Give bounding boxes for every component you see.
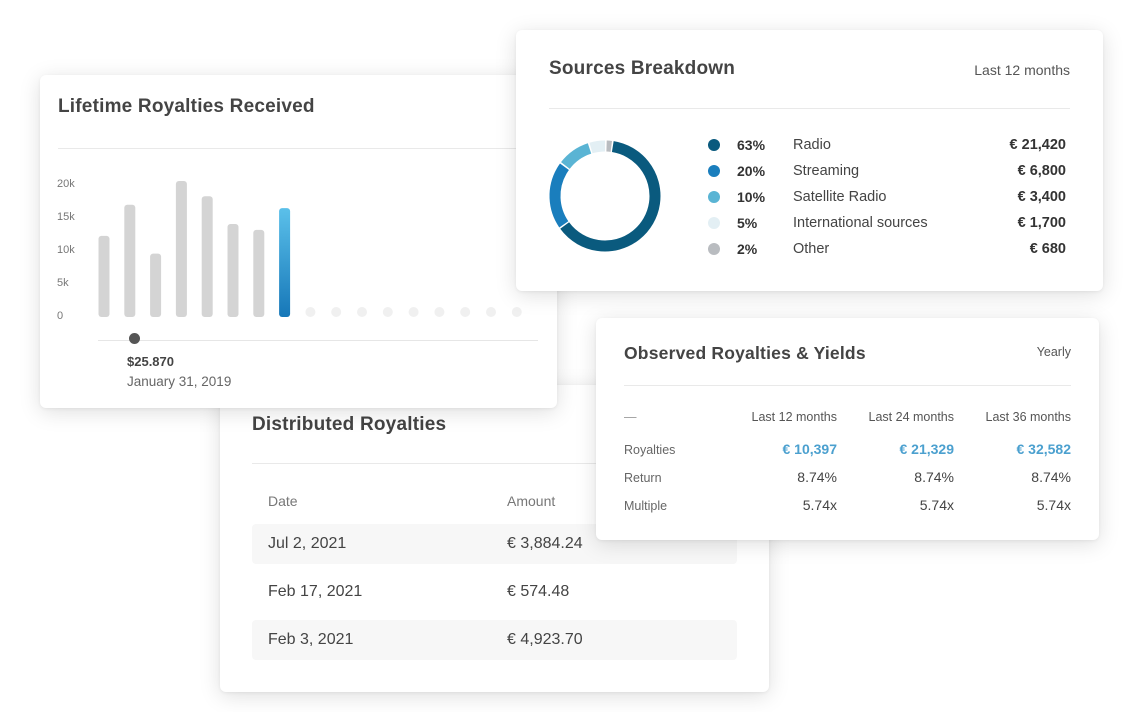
bar[interactable] <box>175 181 187 317</box>
return-value: 8.74% <box>1031 469 1071 485</box>
bar[interactable] <box>150 253 162 317</box>
legend-percent: 2% <box>737 241 758 257</box>
legend-value: € 1,700 <box>1017 215 1066 231</box>
y-tick-label: 10k <box>57 244 75 256</box>
divider <box>252 463 737 464</box>
timeline-marker[interactable] <box>129 333 140 344</box>
bar-placeholder[interactable] <box>511 307 522 317</box>
donut-segment[interactable] <box>547 138 663 254</box>
bar-placeholder[interactable] <box>486 307 496 317</box>
return-value: 8.74% <box>914 469 954 485</box>
table-row[interactable]: Feb 3, 2021 € 4,923.70 <box>252 620 737 660</box>
legend-dot <box>708 217 720 229</box>
bar-placeholder[interactable] <box>408 307 419 317</box>
bar-placeholder[interactable] <box>357 307 367 317</box>
donut-segment[interactable] <box>547 138 663 254</box>
observed-royalties-card: Observed Royalties & Yields Yearly — Las… <box>596 318 1099 540</box>
legend-value: € 680 <box>1029 241 1066 257</box>
bar-placeholder[interactable] <box>382 307 393 317</box>
legend-percent: 10% <box>737 189 766 205</box>
legend-label: Satellite Radio <box>793 189 887 205</box>
y-tick-label: 5k <box>57 277 69 289</box>
legend-dot <box>708 243 720 255</box>
bar[interactable] <box>201 196 213 317</box>
column-header: Last 24 months <box>868 410 954 424</box>
legend-percent: 5% <box>737 215 758 231</box>
donut-segment[interactable] <box>547 138 663 254</box>
row-date: Feb 3, 2021 <box>268 631 354 648</box>
donut-segment[interactable] <box>547 138 663 254</box>
table-corner: — <box>624 410 637 424</box>
royalties-bar-chart <box>98 181 522 317</box>
royalties-value: € 32,582 <box>1016 441 1072 457</box>
legend-value: € 21,420 <box>1009 137 1066 153</box>
bar[interactable] <box>253 229 265 317</box>
row-amount: € 3,884.24 <box>507 535 583 552</box>
column-header: Last 12 months <box>751 410 837 424</box>
legend-percent: 20% <box>737 163 766 179</box>
row-amount: € 574.48 <box>507 583 570 600</box>
donut-segment[interactable] <box>547 138 663 254</box>
bar-placeholder[interactable] <box>434 307 445 317</box>
legend-percent: 63% <box>737 137 766 153</box>
row-date: Feb 17, 2021 <box>268 583 363 600</box>
royalties-value: € 10,397 <box>782 441 838 457</box>
bar-placeholder[interactable] <box>305 307 316 317</box>
sources-breakdown-card: Sources Breakdown Last 12 months 63% Rad… <box>516 30 1103 291</box>
legend-label: Streaming <box>793 163 860 179</box>
legend-item: 2% Other € 680 <box>708 239 1068 259</box>
legend-dot <box>708 139 720 151</box>
bar[interactable] <box>227 223 239 317</box>
multiple-value: 5.74x <box>919 497 954 513</box>
row-amount: € 4,923.70 <box>507 631 583 648</box>
return-value: 8.74% <box>797 469 837 485</box>
marker-date: January 31, 2019 <box>127 374 232 389</box>
legend-dot <box>708 165 720 177</box>
distributed-royalties-title: Distributed Royalties <box>252 414 447 435</box>
multiple-value: 5.74x <box>1036 497 1071 513</box>
timeline-line <box>98 340 538 341</box>
bar-placeholder[interactable] <box>460 307 471 317</box>
column-header-amount: Amount <box>507 493 556 509</box>
sources-donut-chart <box>547 138 663 254</box>
legend-item: 20% Streaming € 6,800 <box>708 161 1068 181</box>
legend-value: € 3,400 <box>1017 189 1066 205</box>
period-label[interactable]: Last 12 months <box>974 62 1070 78</box>
period-label[interactable]: Yearly <box>1036 345 1071 359</box>
divider <box>624 385 1071 386</box>
divider <box>549 108 1070 109</box>
bar-placeholder[interactable] <box>331 307 342 317</box>
legend-item: 5% International sources € 1,700 <box>708 213 1068 233</box>
legend-label: Radio <box>793 137 831 153</box>
legend-label: International sources <box>793 215 928 231</box>
lifetime-royalties-card: Lifetime Royalties Received 20k 15k 10k … <box>40 75 557 408</box>
table-row[interactable]: Feb 17, 2021 € 574.48 <box>252 572 737 612</box>
bar-highlighted[interactable] <box>279 208 291 317</box>
sources-breakdown-title: Sources Breakdown <box>549 58 736 79</box>
bar[interactable] <box>98 235 110 317</box>
column-header: Last 36 months <box>985 410 1071 424</box>
observed-royalties-title: Observed Royalties & Yields <box>624 343 866 363</box>
multiple-value: 5.74x <box>802 497 837 513</box>
row-date: Jul 2, 2021 <box>268 535 347 552</box>
legend-item: 63% Radio € 21,420 <box>708 135 1068 155</box>
legend-value: € 6,800 <box>1017 163 1066 179</box>
row-label: Return <box>624 471 662 485</box>
row-label: Royalties <box>624 443 676 457</box>
y-tick-label: 15k <box>57 211 75 223</box>
column-header-date: Date <box>268 493 298 509</box>
lifetime-royalties-title: Lifetime Royalties Received <box>58 96 315 117</box>
legend-dot <box>708 191 720 203</box>
marker-value: $25.870 <box>127 354 174 369</box>
legend-item: 10% Satellite Radio € 3,400 <box>708 187 1068 207</box>
divider <box>58 148 517 149</box>
row-label: Multiple <box>624 499 668 513</box>
y-tick-label: 20k <box>57 178 75 190</box>
royalties-value: € 21,329 <box>899 441 955 457</box>
bar[interactable] <box>124 204 136 317</box>
y-tick-label: 0 <box>57 310 64 322</box>
legend-label: Other <box>793 241 830 257</box>
